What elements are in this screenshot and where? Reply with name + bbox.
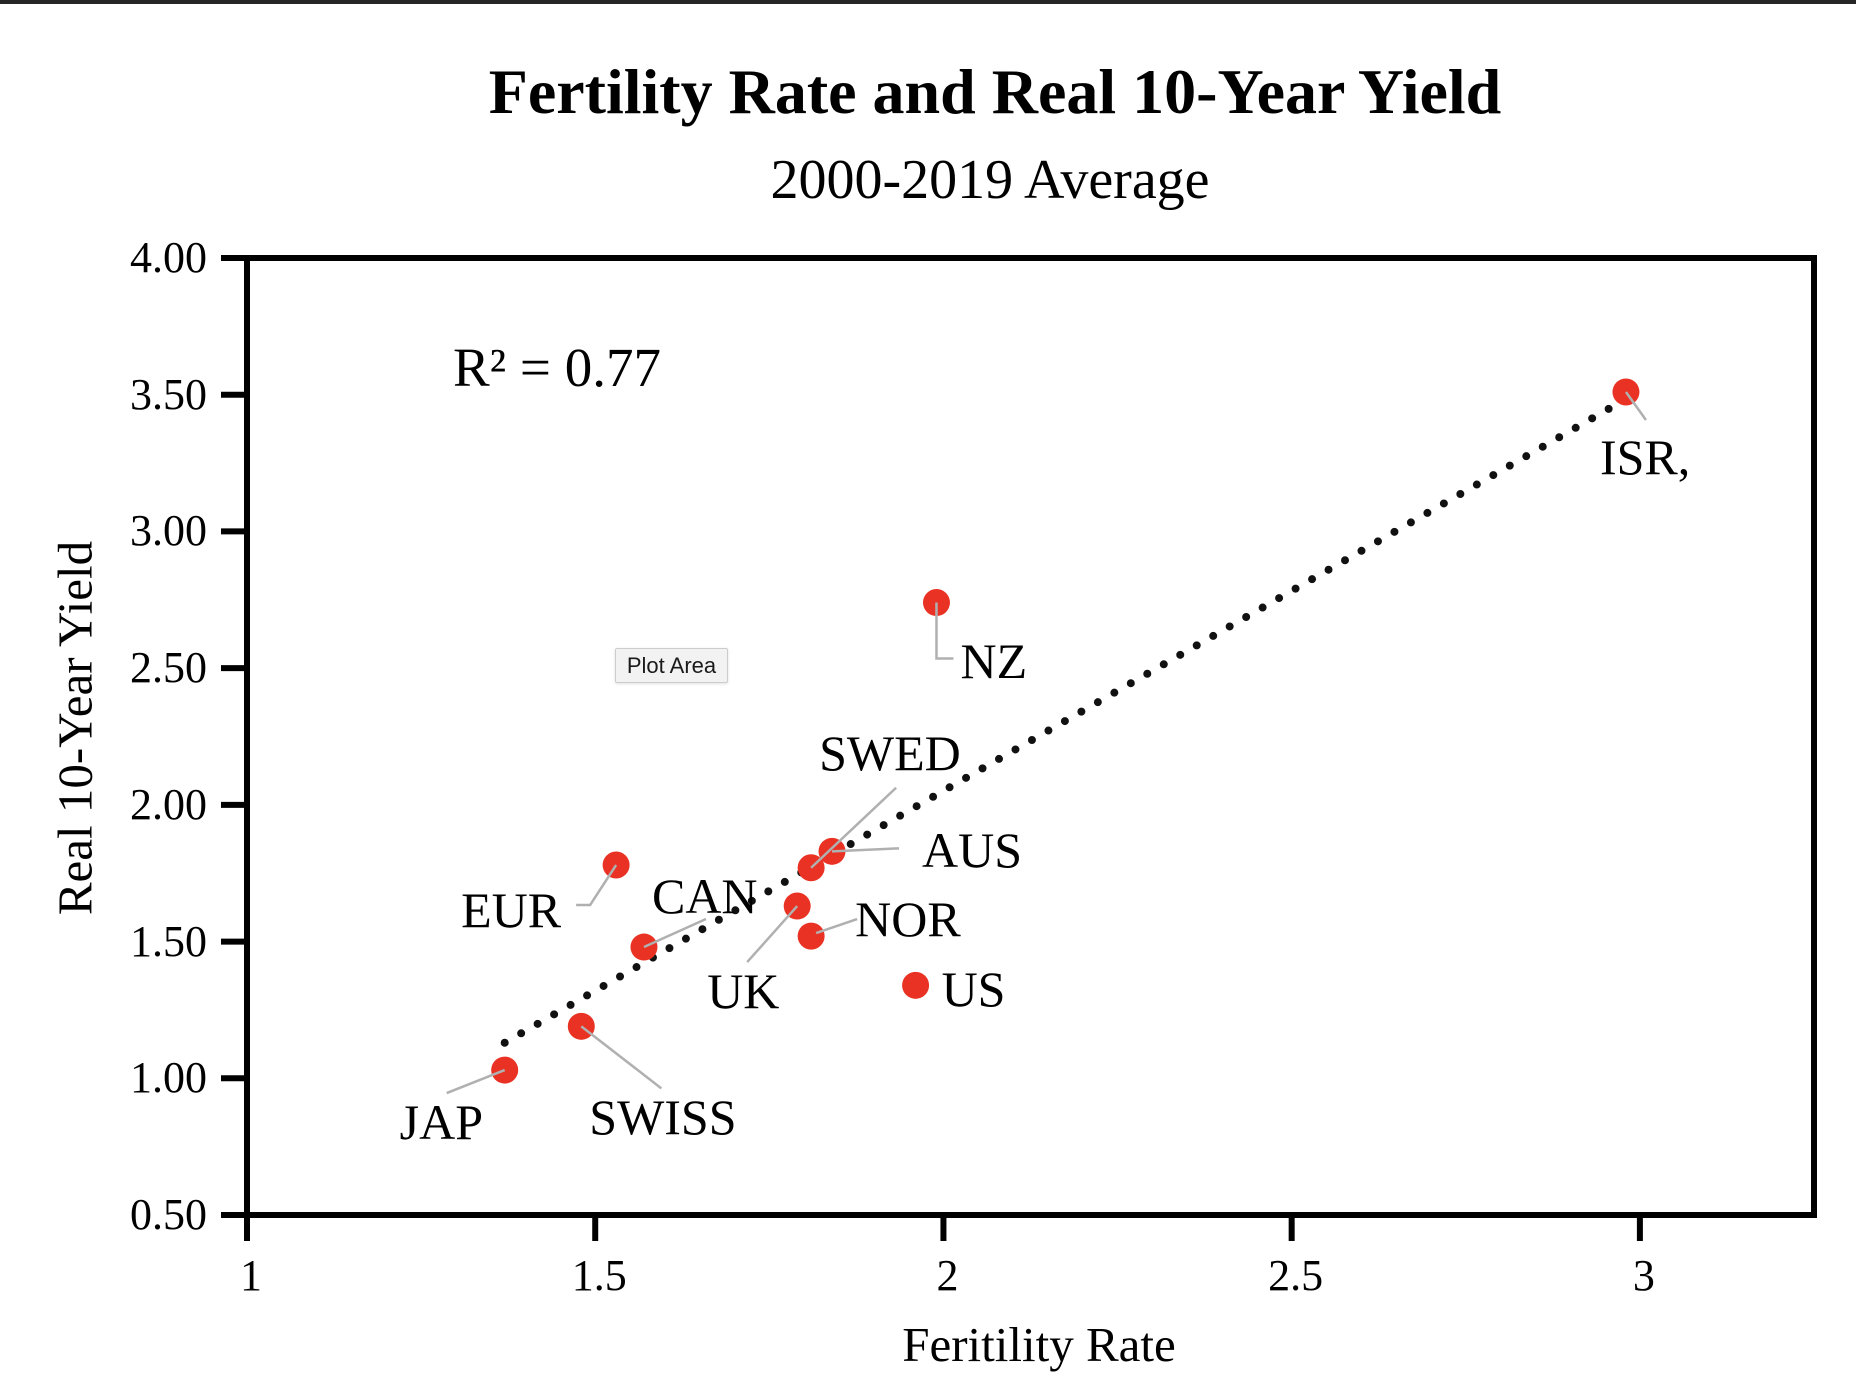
- leader-line-aus: [831, 847, 900, 853]
- leader-line-can: [643, 917, 707, 949]
- data-point-us[interactable]: [902, 971, 930, 999]
- y-tick-label-0.50: 0.50: [130, 1190, 207, 1239]
- point-label-jap: JAP: [399, 1094, 484, 1151]
- point-label-eur: EUR: [461, 882, 562, 938]
- chart-title[interactable]: Fertility Rate and Real 10-Year Yield: [488, 56, 1502, 127]
- y-tick-label-1.50: 1.50: [130, 916, 207, 966]
- point-label-nor: NOR: [855, 891, 961, 948]
- window-top-border: [0, 0, 1856, 4]
- y-tick-label-3.00: 3.00: [130, 506, 207, 556]
- plot-area[interactable]: [244, 255, 1817, 1218]
- leader-line-uk: [746, 905, 799, 963]
- point-label-swiss: SWISS: [589, 1089, 737, 1146]
- point-label-aus: AUS: [922, 822, 1023, 879]
- trendline[interactable]: [500, 398, 1623, 1047]
- point-label-swed: SWED: [819, 724, 961, 781]
- x-tick-label-2.5: 2.5: [1268, 1251, 1324, 1300]
- leader-line-isr: [1624, 391, 1647, 421]
- r-squared-annotation[interactable]: R² = 0.77: [453, 337, 661, 398]
- leader-line-nz: [935, 602, 954, 660]
- y-tick-label-1.00: 1.00: [130, 1053, 207, 1103]
- point-label-isr: ISR,: [1599, 428, 1691, 485]
- leader-line-swed: [810, 786, 897, 869]
- point-label-can: CAN: [651, 868, 758, 925]
- leader-line-eur: [576, 864, 618, 907]
- point-label-uk: UK: [707, 963, 780, 1020]
- leader-line-nor: [815, 917, 858, 935]
- data-point-nor[interactable]: [797, 922, 825, 950]
- chart-subtitle[interactable]: 2000-2019 Average: [770, 149, 1210, 211]
- x-tick-label-3: 3: [1632, 1251, 1655, 1300]
- x-axis-title[interactable]: Feritility Rate: [902, 1317, 1176, 1372]
- point-label-us: US: [941, 961, 1006, 1018]
- y-tick-label-3.50: 3.50: [130, 369, 207, 419]
- y-tick-label-2.50: 2.50: [130, 643, 207, 693]
- point-label-nz: NZ: [960, 632, 1028, 689]
- x-tick-label-2: 2: [936, 1251, 959, 1300]
- leader-line-swiss: [580, 1025, 663, 1090]
- x-tick-label-1.5: 1.5: [571, 1251, 627, 1300]
- plot-area-tooltip: Plot Area: [615, 648, 728, 683]
- y-tick-label-4.00: 4.00: [130, 233, 207, 282]
- y-tick-label-2.00: 2.00: [130, 779, 207, 829]
- leader-line-jap: [446, 1068, 506, 1095]
- x-tick-label-1: 1: [240, 1251, 262, 1300]
